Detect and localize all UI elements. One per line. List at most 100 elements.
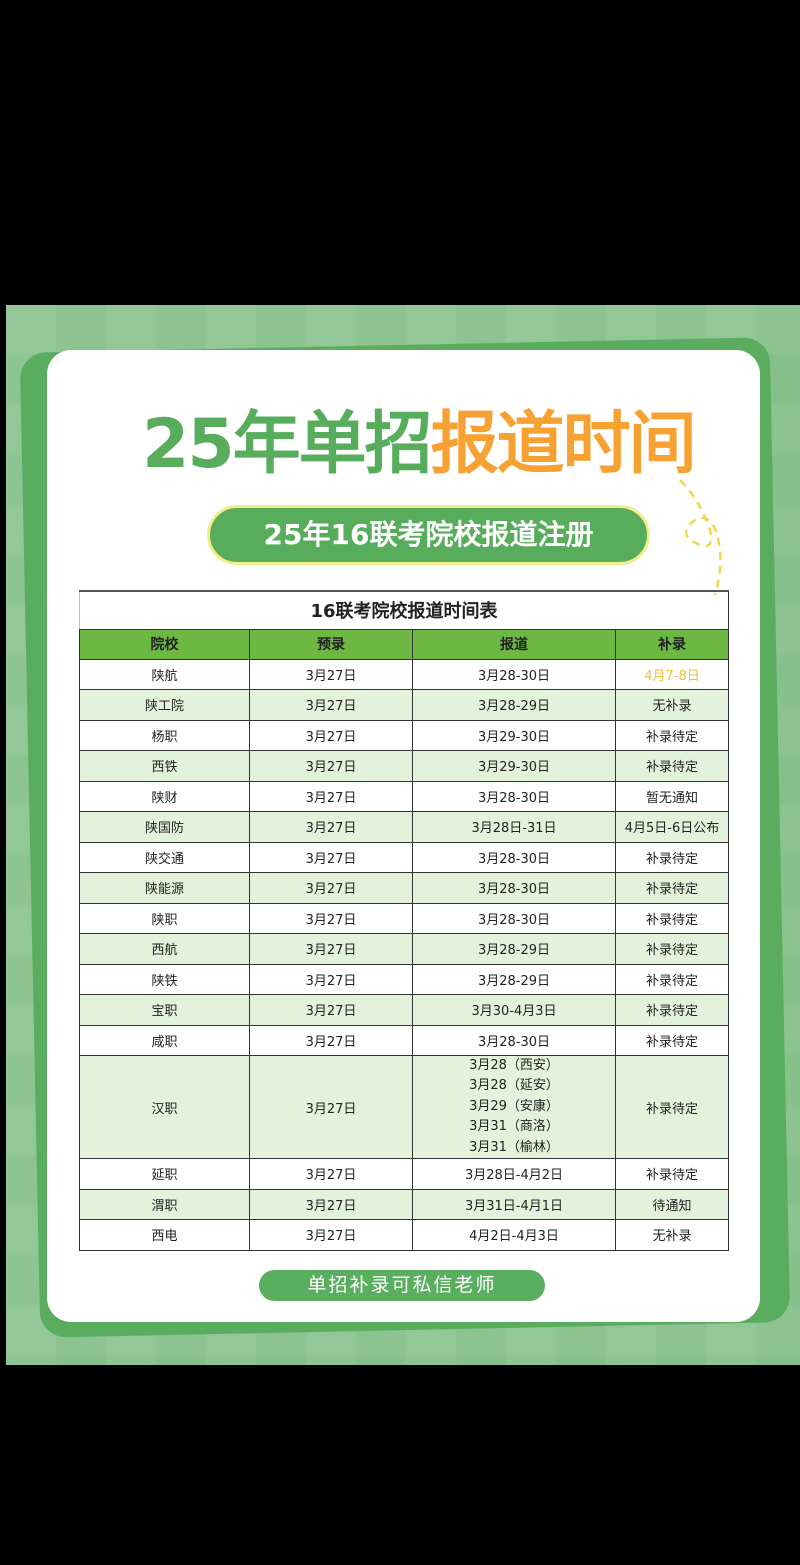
school-cell: 西铁	[79, 750, 250, 782]
table-row: 陕职 3月27日 3月28-30日 补录待定	[79, 902, 729, 934]
school-cell: 陕财	[79, 780, 250, 812]
pre-admission-cell: 3月27日	[249, 811, 413, 843]
report-date: 3月28-30日	[477, 1034, 551, 1050]
table-row: 陕工院 3月27日 3月28-29日 无补录	[79, 689, 729, 721]
pre-admission-cell: 3月27日	[249, 1024, 413, 1056]
report-cell: 3月28-30日	[412, 841, 616, 873]
title-orange: 报道时间	[430, 405, 697, 484]
table-row: 宝职 3月27日 3月30-4月3日 补录待定	[79, 994, 729, 1026]
column-header: 补录	[615, 628, 729, 660]
subtitle-pill: 25年16联考院校报道注册	[207, 505, 650, 565]
table-row: 西航 3月27日 3月28-29日 补录待定	[79, 933, 729, 965]
school-cell: 杨职	[79, 719, 250, 751]
pre-admission-cell: 3月27日	[249, 780, 413, 812]
report-date: 3月28-29日	[477, 943, 551, 959]
table-row: 延职 3月27日 3月28日-4月2日 补录待定	[79, 1158, 729, 1190]
report-date: 3月29（安康）	[469, 1098, 559, 1114]
supplementary-cell: 4月5日-6日公布	[615, 811, 729, 843]
report-cell: 3月28-29日	[412, 933, 616, 965]
pre-admission-cell: 3月27日	[249, 658, 413, 690]
report-date: 3月28-30日	[477, 668, 551, 684]
report-date: 3月29-30日	[477, 760, 551, 776]
report-cell: 3月29-30日	[412, 719, 616, 751]
school-cell: 汉职	[79, 1054, 250, 1160]
title-green: 25年单招	[142, 405, 433, 484]
table-row: 杨职 3月27日 3月29-30日 补录待定	[79, 719, 729, 751]
column-header: 预录	[249, 628, 413, 660]
supplementary-cell: 待通知	[615, 1188, 729, 1221]
supplementary-cell: 补录待定	[615, 872, 729, 904]
report-cell: 3月28-30日	[412, 780, 616, 812]
supplementary-cell: 补录待定	[615, 750, 729, 782]
pre-admission-cell: 3月27日	[249, 841, 413, 873]
pre-admission-cell: 3月27日	[249, 1188, 413, 1221]
schedule-table: 16联考院校报道时间表 院校 预录 报道 补录 陕航 3月27日 3月28-30日 4…	[79, 590, 729, 1251]
school-cell: 西航	[79, 933, 250, 965]
report-date: 3月28-30日	[477, 851, 551, 867]
supplementary-cell: 暂无通知	[615, 780, 729, 812]
report-cell: 3月28日-4月2日	[412, 1158, 616, 1190]
report-date: 3月28-29日	[477, 973, 551, 989]
table-row: 陕交通 3月27日 3月28-30日 补录待定	[79, 841, 729, 873]
supplementary-cell: 补录待定	[615, 719, 729, 751]
report-cell: 3月28-29日	[412, 963, 616, 995]
school-cell: 咸职	[79, 1024, 250, 1056]
table-row: 陕铁 3月27日 3月28-29日 补录待定	[79, 963, 729, 995]
school-cell: 陕国防	[79, 811, 250, 843]
school-cell: 延职	[79, 1158, 250, 1190]
supplementary-cell: 补录待定	[615, 994, 729, 1026]
supplementary-cell: 补录待定	[615, 902, 729, 934]
pre-admission-cell: 3月27日	[249, 963, 413, 995]
report-date: 3月31（榆林）	[469, 1139, 559, 1155]
table-row: 陕航 3月27日 3月28-30日 4月7-8日	[79, 658, 729, 690]
supplementary-cell: 无补录	[615, 1219, 729, 1251]
report-date: 3月28（延安）	[469, 1078, 559, 1094]
page-title: 25年单招报道时间	[142, 400, 697, 490]
report-date: 3月28-30日	[477, 790, 551, 806]
supplementary-cell: 补录待定	[615, 1158, 729, 1190]
table-row: 陕国防 3月27日 3月28日-31日 4月5日-6日公布	[79, 811, 729, 843]
report-date: 4月2日-4月3日	[469, 1229, 559, 1245]
school-cell: 陕能源	[79, 872, 250, 904]
table-row: 汉职 3月27日 3月28（西安） 3月28（延安） 3月29（安康） 3月31（商洛） 3…	[79, 1054, 729, 1160]
pre-admission-cell: 3月27日	[249, 994, 413, 1026]
report-cell: 4月2日-4月3日	[412, 1219, 616, 1251]
report-date: 3月28日-4月2日	[464, 1168, 564, 1184]
supplementary-cell: 补录待定	[615, 933, 729, 965]
table-row: 西电 3月27日 4月2日-4月3日 无补录	[79, 1219, 729, 1251]
report-cell: 3月28-30日	[412, 658, 616, 690]
pre-admission-cell: 3月27日	[249, 689, 413, 721]
column-header: 报道	[412, 628, 616, 660]
report-cell: 3月28-30日	[412, 872, 616, 904]
table-row: 咸职 3月27日 3月28-30日 补录待定	[79, 1024, 729, 1056]
supplementary-cell: 补录待定	[615, 841, 729, 873]
school-cell: 陕铁	[79, 963, 250, 995]
report-cell: 3月28日-31日	[412, 811, 616, 843]
report-date: 3月28-30日	[477, 882, 551, 898]
report-date: 3月28日-31日	[471, 821, 557, 837]
contact-teacher-button[interactable]: 单招补录可私信老师	[259, 1270, 545, 1301]
table-caption: 16联考院校报道时间表	[79, 590, 729, 630]
pre-admission-cell: 3月27日	[249, 872, 413, 904]
pre-admission-cell: 3月27日	[249, 1054, 413, 1160]
report-date: 3月31日-4月1日	[464, 1198, 564, 1214]
report-date: 3月30-4月3日	[471, 1004, 557, 1020]
pre-admission-cell: 3月27日	[249, 933, 413, 965]
supplementary-cell: 补录待定	[615, 1024, 729, 1056]
table-row: 陕财 3月27日 3月28-30日 暂无通知	[79, 780, 729, 812]
supplementary-cell: 补录待定	[615, 963, 729, 995]
table-row: 西铁 3月27日 3月29-30日 补录待定	[79, 750, 729, 782]
report-date: 3月29-30日	[477, 729, 551, 745]
supplementary-cell: 4月7-8日	[615, 658, 729, 690]
school-cell: 渭职	[79, 1188, 250, 1221]
report-cell: 3月28-29日	[412, 689, 616, 721]
pre-admission-cell: 3月27日	[249, 750, 413, 782]
report-cell: 3月28-30日	[412, 902, 616, 934]
school-cell: 陕职	[79, 902, 250, 934]
pre-admission-cell: 3月27日	[249, 1219, 413, 1251]
table-row: 陕能源 3月27日 3月28-30日 补录待定	[79, 872, 729, 904]
report-date: 3月28-29日	[477, 699, 551, 715]
dashed-swirl-icon	[679, 479, 722, 596]
column-header: 院校	[79, 628, 250, 660]
school-cell: 陕航	[79, 658, 250, 690]
